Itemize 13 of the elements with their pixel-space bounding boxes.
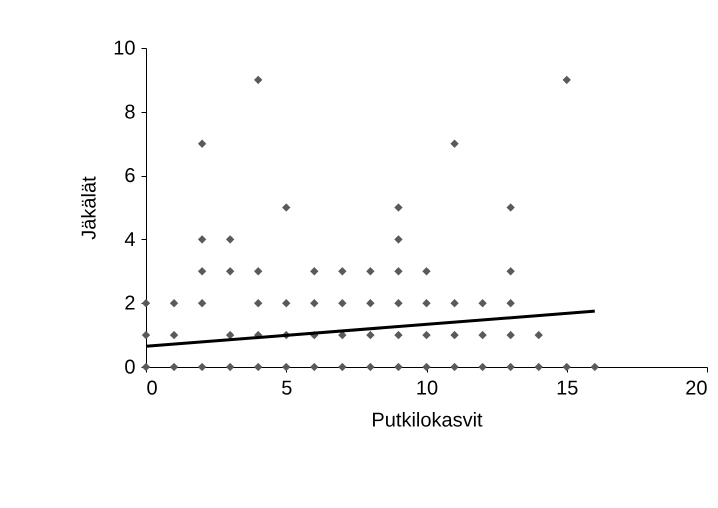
- x-tick-label: 5: [281, 378, 292, 400]
- y-tick-label: 8: [124, 101, 136, 124]
- y-tick-label: 4: [124, 228, 136, 251]
- y-tick-label: 10: [113, 38, 136, 60]
- y-axis-title: Jäkälät: [78, 176, 100, 240]
- x-tick-label: 10: [416, 378, 438, 400]
- x-tick-label: 15: [556, 378, 578, 400]
- x-axis-title: Putkilokasvit: [371, 410, 484, 432]
- y-tick-label: 2: [124, 292, 136, 315]
- x-tick-label: 20: [685, 378, 708, 400]
- y-tick-label: 6: [124, 165, 136, 188]
- y-tick-label: 0: [124, 356, 136, 378]
- x-tick-label: 0: [146, 378, 158, 400]
